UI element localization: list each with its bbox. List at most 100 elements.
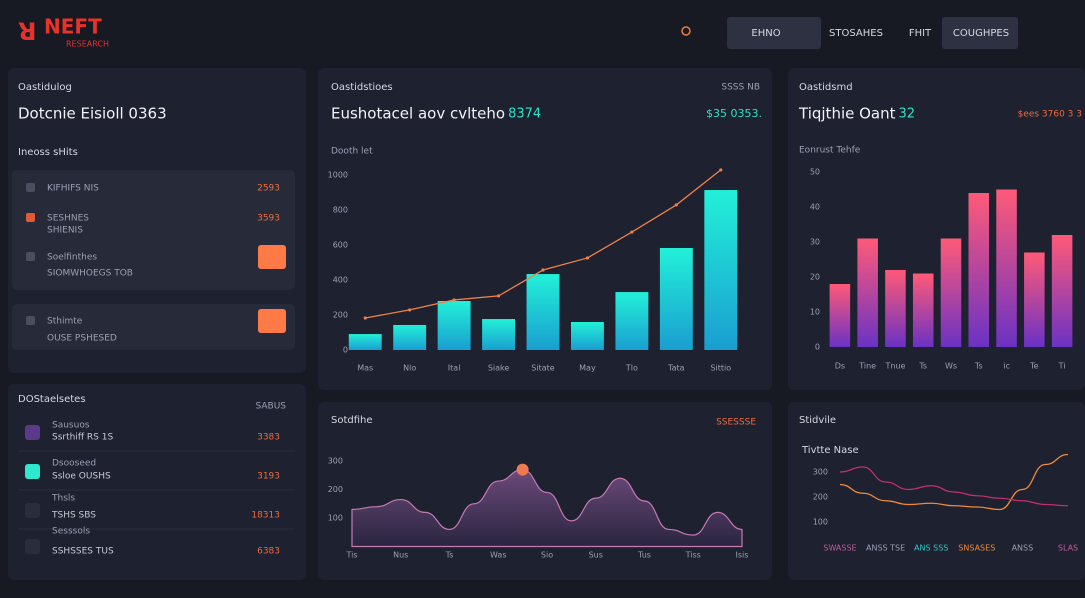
item-sub: OUSE PSHESED xyxy=(47,334,117,344)
item-sub: Ssrthiff RS 1S xyxy=(52,433,113,443)
bar xyxy=(615,292,649,350)
point xyxy=(452,298,456,302)
item-icon xyxy=(26,183,35,192)
chart-subtitle: Tivtte Nase xyxy=(801,445,859,456)
search-icon[interactable] xyxy=(681,26,691,36)
point xyxy=(408,308,412,312)
axis-label: Dooth let xyxy=(331,147,373,157)
item-value: 3593 xyxy=(257,214,280,224)
bar xyxy=(857,238,878,347)
item-name: Sausuos xyxy=(52,421,90,431)
nav-button[interactable] xyxy=(727,17,821,49)
corner: SSSS NB xyxy=(721,83,760,93)
action-button[interactable] xyxy=(258,309,286,333)
item-icon xyxy=(25,539,40,554)
item-sub: SIOMWHOEGS TOB xyxy=(47,269,133,279)
item-sub: SHIENIS xyxy=(47,226,83,236)
y-tick-label: 800 xyxy=(333,206,348,215)
x-tick-label: ANSS xyxy=(1012,544,1034,553)
item-icon xyxy=(25,503,40,518)
nav-item[interactable]: COUGHPES xyxy=(953,28,1009,39)
y-tick-label: 30 xyxy=(810,238,820,247)
x-tick-label: Tata xyxy=(667,364,685,373)
x-tick-label: Tus xyxy=(637,551,651,560)
line xyxy=(839,453,1069,511)
corner: SSESSSE xyxy=(716,418,756,428)
axis-label: Eonrust Tehfe xyxy=(799,146,861,156)
item-value: 6383 xyxy=(257,547,280,557)
x-tick-label: Tine xyxy=(858,362,876,371)
item-name: Sthimte xyxy=(47,317,83,327)
y-tick-label: 300 xyxy=(813,468,828,477)
panel xyxy=(318,68,772,390)
line xyxy=(839,466,1069,507)
bar xyxy=(1051,235,1073,347)
y-tick-label: 100 xyxy=(813,518,828,527)
x-tick-label: Ds xyxy=(835,362,845,371)
x-tick-label: SLAS xyxy=(1058,544,1078,553)
value: $ees 3760 3 3 xyxy=(1018,110,1082,120)
area xyxy=(351,469,743,548)
x-tick-label: Tnue xyxy=(884,362,905,371)
x-tick-label: Sio xyxy=(541,551,553,560)
row-box xyxy=(12,170,295,290)
x-tick-label: Sitate xyxy=(531,364,554,373)
bar xyxy=(571,322,604,350)
point xyxy=(674,203,678,207)
x-tick-label: Ti xyxy=(1058,362,1066,371)
point xyxy=(630,230,634,234)
y-tick-label: 600 xyxy=(333,241,348,250)
y-tick-label: 40 xyxy=(810,203,820,212)
item-name: Thsls xyxy=(51,494,75,504)
x-tick-label: Siake xyxy=(488,364,510,373)
nav-item[interactable]: STOSAHES xyxy=(829,28,883,39)
x-tick-label: Ws xyxy=(945,362,957,371)
row-box xyxy=(12,304,295,350)
x-tick-label: Ts xyxy=(918,362,927,371)
panel xyxy=(8,384,306,580)
bar xyxy=(348,334,382,350)
nav-item[interactable]: FHIT xyxy=(909,28,932,39)
panel-label: Oastidulog xyxy=(18,82,72,93)
item-icon xyxy=(25,464,40,479)
x-tick-label: Mas xyxy=(357,364,373,373)
item-value: 3383 xyxy=(257,433,280,443)
bar xyxy=(437,301,471,350)
y-tick-label: 200 xyxy=(333,311,348,320)
panel-title: Dotcnie Eisioll 0363 xyxy=(18,105,167,123)
item-name: Soelfinthes xyxy=(47,253,97,263)
x-tick-label: ANSS TSE xyxy=(866,544,905,553)
x-tick-label: SWASSE xyxy=(823,544,856,553)
x-tick-label: Te xyxy=(1029,362,1039,371)
panel xyxy=(788,402,1085,580)
x-tick-label: Nus xyxy=(393,551,408,560)
y-tick-label: 0 xyxy=(343,346,348,355)
value: $35 0353. xyxy=(706,107,762,120)
item-value: 3193 xyxy=(257,472,280,482)
x-tick-label: SNSASES xyxy=(958,544,995,553)
nav-button[interactable] xyxy=(942,17,1018,49)
x-tick-label: Ts xyxy=(445,551,454,560)
item-name: KIFHIFS NIS xyxy=(47,184,99,194)
bar xyxy=(393,324,427,350)
nav-item[interactable]: EHNO xyxy=(751,28,780,39)
y-tick-label: 300 xyxy=(328,457,343,466)
item-name: Dsooseed xyxy=(52,459,96,469)
logo-icon: ꓤ xyxy=(18,18,36,46)
x-tick-label: ic xyxy=(1003,362,1010,371)
x-tick-label: Sittio xyxy=(710,364,731,373)
bar xyxy=(829,284,851,347)
chart-title: Eushotacel aov cvlteho xyxy=(331,105,505,123)
y-tick-label: 10 xyxy=(810,308,820,317)
action[interactable]: SABUS xyxy=(255,402,286,412)
item-sub: TSHS SBS xyxy=(51,511,96,521)
item-icon xyxy=(26,316,35,325)
item-value: 2593 xyxy=(257,184,280,194)
x-tick-label: May xyxy=(579,364,596,373)
y-tick-label: 400 xyxy=(333,276,348,285)
bar xyxy=(704,190,738,350)
section-title: Ineoss sHits xyxy=(18,147,78,158)
x-tick-label: Tiss xyxy=(685,551,701,560)
action-button[interactable] xyxy=(258,245,286,269)
item-sub: SSHSSES TUS xyxy=(52,547,114,557)
